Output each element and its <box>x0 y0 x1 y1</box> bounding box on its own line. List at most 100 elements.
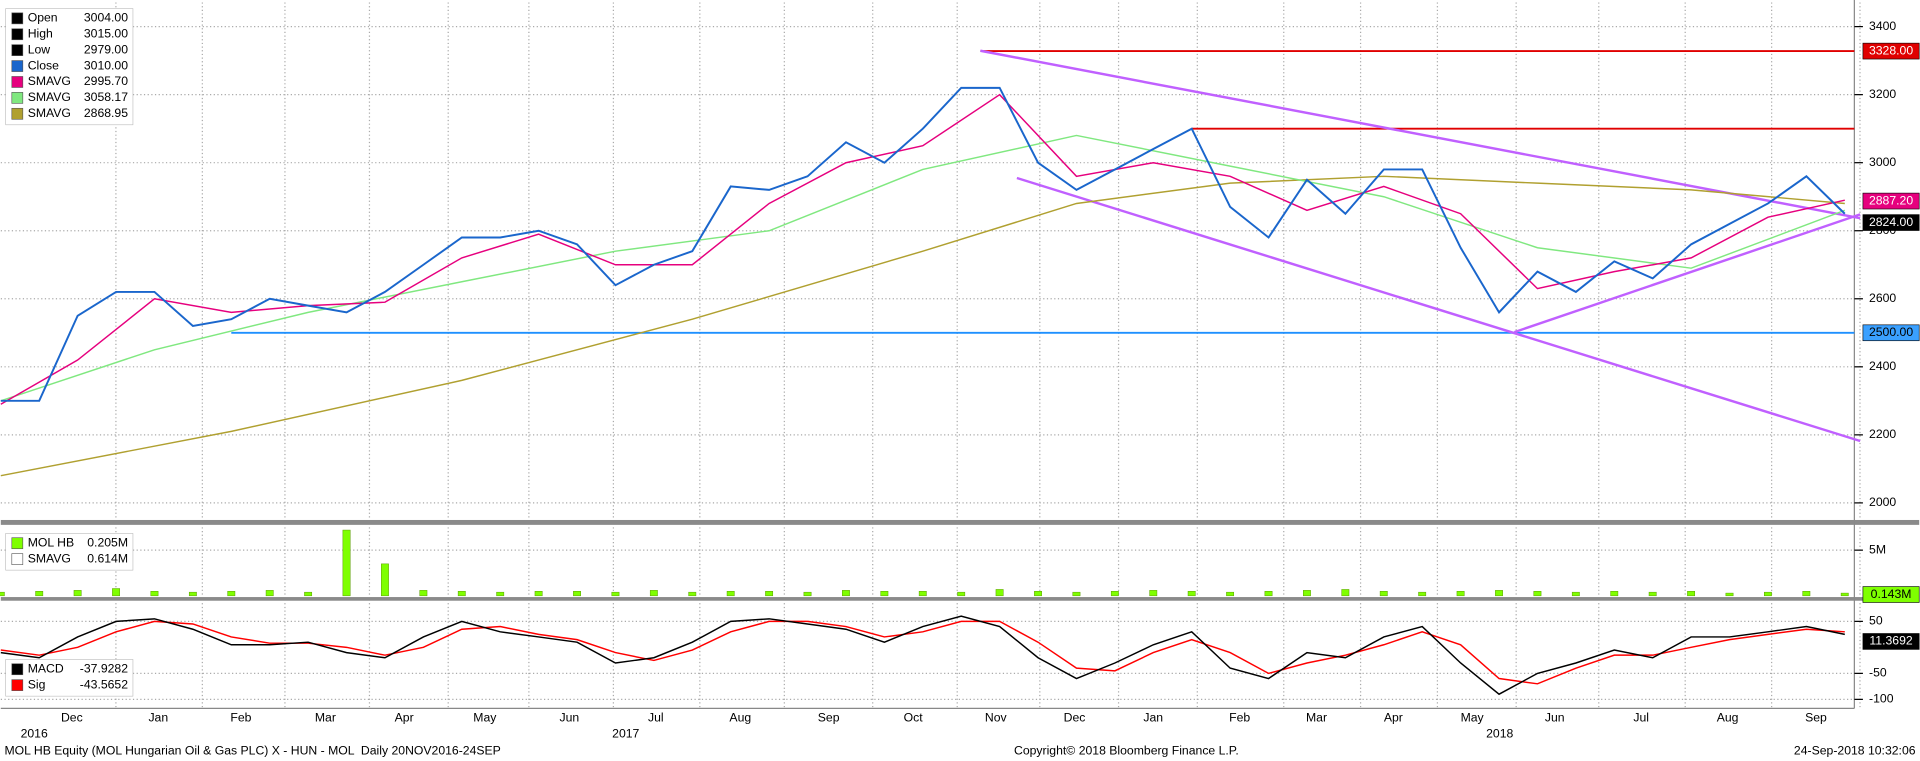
volume-bar <box>1110 591 1119 597</box>
volume-bar <box>957 591 966 597</box>
volume-bar <box>342 529 351 597</box>
x-tick-label: Jul <box>648 710 664 724</box>
x-tick-label: Jun <box>1545 710 1565 724</box>
volume-bar <box>803 591 812 597</box>
x-tick-label: Jan <box>1143 710 1163 724</box>
year-label: 2018 <box>1486 726 1513 740</box>
volume-bar <box>649 590 658 597</box>
value-box <box>1862 586 1920 603</box>
x-tick-label: Sep <box>1805 710 1827 724</box>
volume-bar <box>1648 591 1657 597</box>
x-tick-label: Sep <box>818 710 840 724</box>
volume-bar <box>304 591 313 597</box>
series-line <box>0 86 1846 402</box>
legend-box <box>5 533 134 571</box>
volume-bar <box>112 588 120 597</box>
volume-bar <box>1341 589 1350 597</box>
x-tick-label: May <box>1461 710 1485 724</box>
y-tick-label: 2600 <box>1869 291 1896 305</box>
x-tick-label: Jul <box>1633 710 1649 724</box>
y-tick-label: 5M <box>1869 542 1886 556</box>
x-tick-label: Jan <box>148 710 168 724</box>
volume-bar <box>573 591 581 597</box>
value-box-label: 0.143M <box>1871 587 1912 601</box>
legend-name: SMAVG <box>28 90 71 104</box>
volume-bar <box>35 591 44 597</box>
legend-swatch <box>11 553 24 565</box>
legend-swatch <box>11 92 24 104</box>
series-line <box>0 134 1846 402</box>
y-tick-label: 2000 <box>1869 495 1896 509</box>
year-label: 2017 <box>612 726 639 740</box>
volume-bar <box>1226 591 1235 597</box>
trend-line <box>1513 213 1861 334</box>
x-tick-label: Jun <box>559 710 579 724</box>
y-tick-label: 2400 <box>1869 359 1896 373</box>
x-tick-label: Apr <box>1384 710 1403 724</box>
legend-box <box>5 8 134 126</box>
footer-left: MOL HB Equity (MOL Hungarian Oil & Gas P… <box>4 743 500 757</box>
volume-bar <box>1802 591 1811 597</box>
volume-bar <box>534 591 543 597</box>
value-box <box>1862 633 1920 650</box>
footer-right: 24-Sep-2018 10:32:06 <box>1794 743 1916 757</box>
volume-bar <box>1187 591 1196 597</box>
volume-bar <box>73 590 82 597</box>
legend-name: SMAVG <box>28 106 71 120</box>
y-tick-label: -100 <box>1869 692 1894 706</box>
volume-bar <box>1840 592 1849 597</box>
x-tick-label: Feb <box>230 710 251 724</box>
legend-name: High <box>28 26 53 40</box>
series-line <box>0 615 1845 696</box>
legend-name: SMAVG <box>28 551 71 565</box>
x-tick-label: Mar <box>315 710 336 724</box>
volume-bar <box>1034 591 1042 597</box>
y-tick-label: 3000 <box>1869 155 1896 169</box>
volume-bar <box>150 591 159 597</box>
legend-swatch <box>11 663 24 676</box>
x-tick-label: Dec <box>1064 710 1086 724</box>
volume-bar <box>765 591 774 597</box>
volume-bar <box>726 591 735 597</box>
legend-name: Open <box>28 11 58 25</box>
volume-bar <box>918 591 927 597</box>
series-line <box>0 175 1845 477</box>
x-tick-label: Aug <box>1717 710 1739 724</box>
legend-swatch <box>11 679 24 691</box>
volume-bar <box>1533 591 1542 597</box>
legend-value: 3015.00 <box>84 26 128 40</box>
x-tick-label: Nov <box>985 710 1008 724</box>
legend-value: 3010.00 <box>84 58 128 72</box>
volume-bar <box>1418 591 1427 597</box>
y-tick-label: 50 <box>1869 614 1883 628</box>
volume-bar <box>265 590 274 597</box>
volume-bar <box>1072 591 1081 597</box>
legend-name: Close <box>28 58 59 72</box>
volume-bar <box>419 590 428 597</box>
trend-line <box>980 49 1861 220</box>
legend-value: 0.205M <box>87 535 128 549</box>
legend-name: SMAVG <box>28 74 71 88</box>
series-line <box>0 620 1845 685</box>
y-tick-label: 2200 <box>1869 427 1896 441</box>
volume-bar <box>227 591 236 597</box>
legend-swatch <box>11 44 24 56</box>
x-tick-label: May <box>473 710 497 724</box>
volume-bar <box>1456 591 1465 597</box>
legend-value: 3058.17 <box>84 90 128 104</box>
legend-name: MACD <box>28 661 64 675</box>
value-box-label: 3328.00 <box>1869 43 1913 57</box>
legend-swatch <box>11 76 24 88</box>
legend-swatch <box>11 28 24 41</box>
volume-bar <box>1495 590 1503 597</box>
volume-bar <box>1264 591 1273 597</box>
legend-swatch <box>11 12 24 25</box>
legend-value: 0.614M <box>87 551 128 565</box>
legend-value: -37.9282 <box>80 661 128 675</box>
volume-bar <box>1571 591 1580 597</box>
volume-bar <box>995 589 1004 597</box>
x-tick-label: Oct <box>904 710 924 724</box>
